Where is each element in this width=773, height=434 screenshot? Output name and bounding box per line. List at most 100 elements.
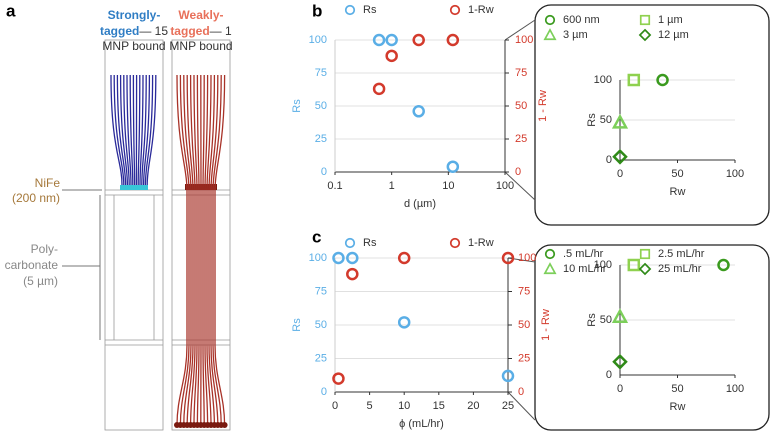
field-line	[189, 74, 196, 426]
legend-label: Rs	[363, 237, 377, 249]
field-line	[212, 74, 222, 426]
x-tick-label: 100	[726, 168, 744, 180]
x-tick-label: 50	[671, 383, 683, 395]
field-line	[208, 74, 216, 426]
label: (5 µm)	[23, 274, 58, 288]
y-axis-label: Rs	[291, 99, 303, 113]
field-line	[144, 74, 154, 186]
marker	[627, 258, 641, 272]
field-line	[196, 74, 200, 426]
marker	[385, 49, 398, 63]
y-tick-label: 50	[600, 114, 612, 126]
legend-label: 12 µm	[658, 29, 689, 41]
label: MNP bound	[169, 39, 232, 53]
label: tagged	[100, 24, 139, 38]
label: Strongly-	[108, 8, 161, 22]
marker	[332, 372, 345, 385]
x-tick-label: 0	[617, 383, 623, 395]
label: NiFe	[35, 176, 61, 190]
zoom-line	[507, 391, 536, 421]
x-tick-label: 100	[726, 383, 744, 395]
marker	[372, 33, 386, 47]
label: (200 nm)	[12, 191, 60, 205]
legend-label: 2.5 mL/hr	[658, 248, 705, 260]
x-tick-label: 10	[398, 400, 410, 412]
y2-axis-label: 1 - Rw	[537, 90, 549, 122]
y2-axis-label: 1 - Rw	[540, 309, 552, 341]
y-tick-label: 50	[315, 319, 327, 331]
y-tick-label: 0	[606, 154, 612, 166]
x-tick-label: 0	[617, 168, 623, 180]
marker	[449, 237, 461, 249]
y-axis-label: Rs	[291, 318, 303, 332]
marker	[627, 73, 641, 87]
y-axis-label: Rs	[586, 313, 598, 327]
x-tick-label: 100	[496, 180, 514, 192]
legend-label: Rs	[363, 4, 377, 16]
marker	[717, 258, 730, 272]
legend-label: 3 µm	[563, 29, 588, 41]
panel-label: c	[312, 227, 321, 246]
x-axis-label: Rw	[670, 186, 686, 198]
zoom-line	[504, 19, 536, 41]
marker	[449, 4, 461, 16]
marker	[412, 105, 425, 118]
y2-tick-label: 75	[518, 285, 530, 297]
inset-box	[534, 244, 770, 431]
field-line	[126, 74, 132, 186]
x-tick-label: 0	[332, 400, 338, 412]
x-tick-label: 10	[442, 180, 454, 192]
marker	[638, 262, 652, 276]
y-tick-label: 75	[315, 67, 327, 79]
x-axis-label: ϕ (mL/hr)	[399, 418, 444, 430]
marker	[501, 369, 515, 383]
field-line	[186, 74, 194, 426]
label: MNP bound	[102, 39, 165, 53]
x-tick-label: 0.1	[327, 180, 342, 192]
marker	[501, 251, 515, 265]
legend-label: 25 mL/hr	[658, 263, 702, 275]
label: carbonate	[5, 258, 59, 272]
y2-tick-label: 0	[515, 166, 521, 178]
x-tick-label: 1	[389, 180, 395, 192]
y2-tick-label: 100	[515, 34, 533, 46]
marker	[346, 251, 359, 265]
panel-label: a	[6, 1, 16, 20]
y-tick-label: 100	[594, 259, 612, 271]
label: tagged— 15	[100, 24, 168, 38]
legend-label: 1-Rw	[468, 4, 494, 16]
field-line	[129, 74, 134, 186]
field-line	[204, 74, 209, 426]
field-line	[137, 74, 141, 186]
field-line	[214, 74, 226, 426]
marker	[346, 267, 359, 281]
y-tick-label: 100	[594, 74, 612, 86]
y2-tick-label: 100	[518, 252, 536, 264]
marker	[544, 248, 556, 260]
marker	[611, 308, 629, 323]
field-line	[113, 74, 125, 186]
field-line	[139, 74, 144, 186]
y-tick-label: 100	[309, 252, 327, 264]
field-line	[210, 74, 219, 426]
y-tick-label: 50	[315, 100, 327, 112]
field-line	[119, 74, 129, 186]
outline	[171, 39, 231, 431]
marker	[446, 33, 460, 47]
marker	[544, 14, 556, 26]
field-line	[179, 74, 190, 426]
y-tick-label: 50	[600, 314, 612, 326]
field-line	[116, 74, 127, 186]
marker	[543, 262, 557, 275]
x-tick-label: 5	[367, 400, 373, 412]
marker	[612, 149, 628, 165]
x-tick-label: 50	[671, 168, 683, 180]
zoom-line	[504, 171, 536, 201]
outline	[104, 39, 164, 431]
field-line	[142, 74, 151, 186]
marker	[397, 251, 411, 265]
y2-tick-label: 25	[515, 133, 527, 145]
y2-tick-label: 50	[518, 319, 530, 331]
marker	[612, 354, 628, 370]
